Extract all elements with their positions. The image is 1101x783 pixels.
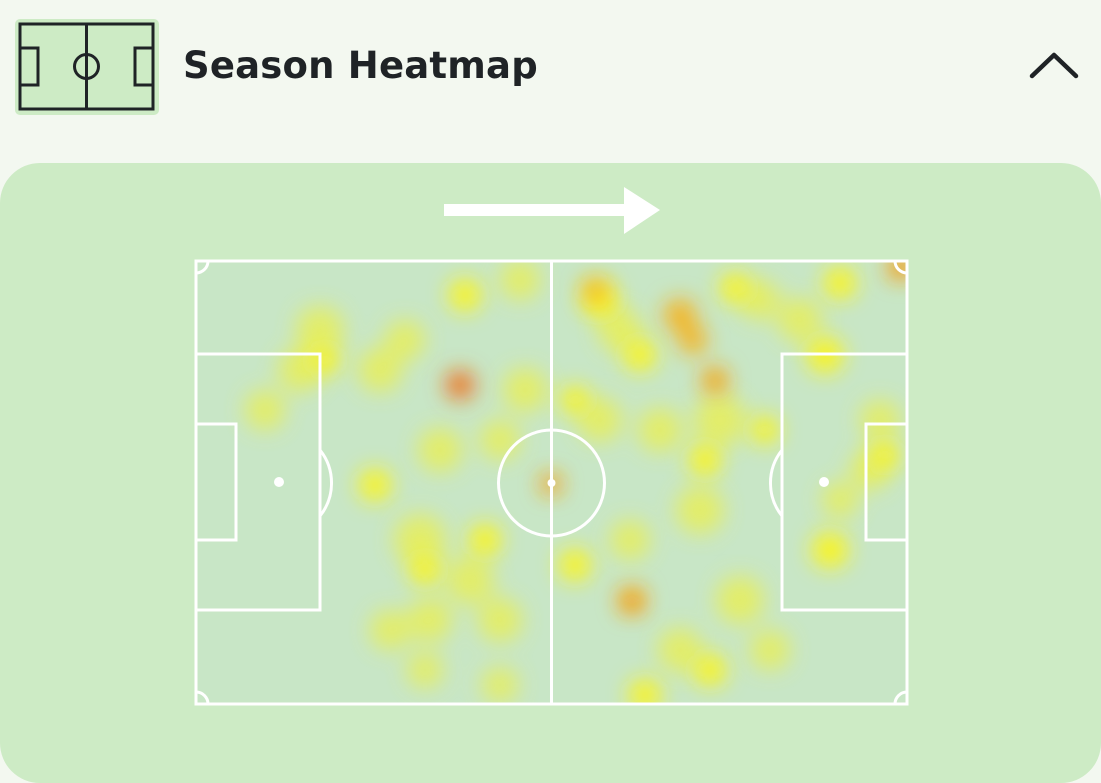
heatmap bbox=[194, 187, 909, 706]
collapse-button[interactable] bbox=[1029, 52, 1079, 79]
page: {"header": {"title": "Season Heatmap"}} … bbox=[0, 19, 1101, 783]
pitch-icon bbox=[15, 19, 159, 115]
heat bbox=[245, 261, 907, 704]
header-icons bbox=[15, 19, 1079, 115]
direction-arrow bbox=[444, 187, 660, 234]
pitch-spots bbox=[274, 477, 829, 487]
section-title: Season Heatmap bbox=[183, 44, 538, 87]
screen: Season Heatmap bbox=[0, 19, 1101, 783]
